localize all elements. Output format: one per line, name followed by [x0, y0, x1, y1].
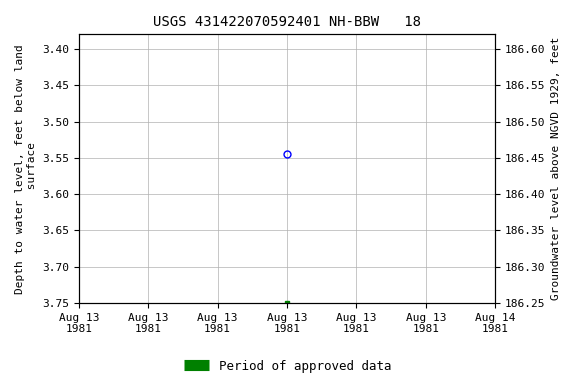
Y-axis label: Depth to water level, feet below land
 surface: Depth to water level, feet below land su… [15, 44, 37, 294]
Y-axis label: Groundwater level above NGVD 1929, feet: Groundwater level above NGVD 1929, feet [551, 37, 561, 300]
Title: USGS 431422070592401 NH-BBW   18: USGS 431422070592401 NH-BBW 18 [153, 15, 421, 29]
Legend: Period of approved data: Period of approved data [179, 355, 397, 378]
